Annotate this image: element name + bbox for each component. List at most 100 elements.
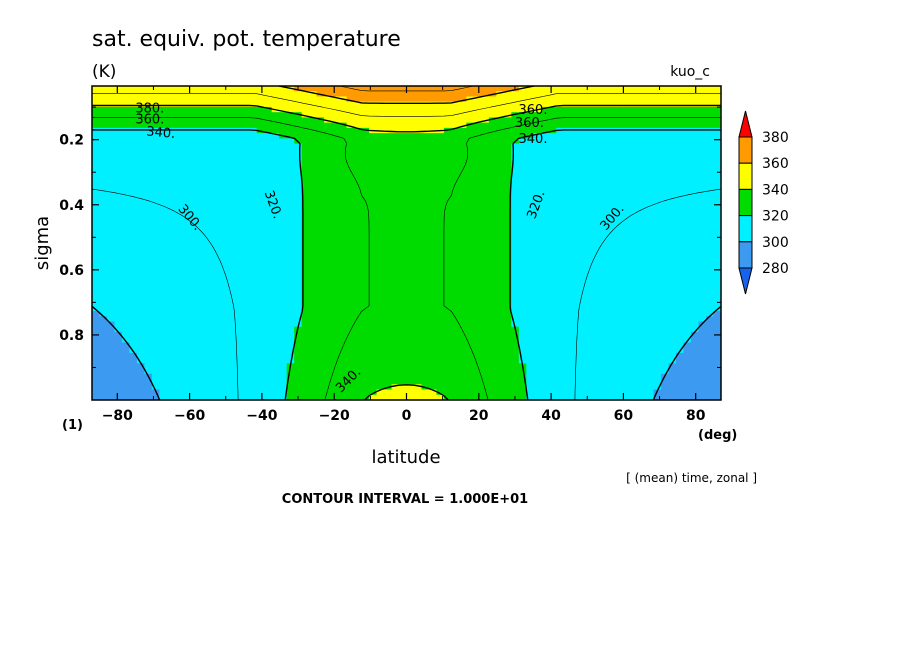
contour-fill-cell — [264, 143, 273, 150]
contour-fill-cell — [451, 101, 460, 108]
contour-fill-cell — [676, 148, 685, 155]
contour-fill-cell — [144, 394, 153, 400]
contour-fill-cell — [346, 243, 355, 249]
contour-fill-cell — [211, 232, 220, 239]
contour-fill-cell — [92, 159, 101, 166]
contour-fill-cell — [541, 211, 550, 218]
contour-fill-cell — [309, 211, 318, 218]
contour-fill-cell — [331, 394, 340, 400]
contour-fill-cell — [144, 311, 153, 317]
contour-fill-cell — [226, 300, 235, 307]
contour-fill-cell — [369, 174, 378, 181]
contour-fill-cell — [488, 326, 497, 333]
contour-fill-cell — [578, 321, 587, 328]
contour-fill-cell — [503, 96, 512, 103]
contour-fill-cell — [481, 337, 490, 344]
contour-fill-cell — [638, 352, 647, 359]
contour-fill-cell — [458, 300, 468, 307]
contour-fill-cell — [668, 295, 677, 302]
contour-fill-cell — [571, 258, 580, 265]
contour-fill-cell — [211, 96, 220, 103]
contour-fill-cell — [488, 379, 497, 385]
contour-fill-cell — [548, 279, 557, 286]
contour-fill-cell — [563, 342, 572, 349]
contour-fill-cell — [114, 248, 123, 255]
contour-fill-cell — [548, 263, 557, 270]
contour-fill-cell — [556, 169, 565, 176]
contour-fill-cell — [488, 331, 497, 338]
contour-fill-cell — [548, 216, 557, 223]
contour-fill-cell — [593, 216, 602, 223]
contour-fill-cell — [166, 384, 175, 391]
contour-fill-cell — [114, 164, 123, 171]
contour-fill-cell — [211, 379, 220, 385]
contour-fill-cell — [256, 331, 265, 338]
contour-fill-cell — [503, 394, 512, 400]
contour-fill-cell — [691, 316, 700, 323]
contour-fill-cell — [136, 394, 146, 400]
contour-fill-cell — [226, 253, 235, 260]
contour-fill-cell — [249, 337, 258, 344]
contour-fill-cell — [571, 106, 580, 113]
contour-fill-cell — [241, 216, 250, 223]
contour-fill-cell — [683, 316, 692, 323]
contour-fill-cell — [571, 227, 580, 234]
contour-fill-cell — [121, 216, 131, 223]
contour-fill-cell — [571, 101, 580, 108]
contour-fill-cell — [578, 180, 587, 187]
contour-fill-cell — [593, 195, 602, 202]
contour-fill-cell — [99, 138, 108, 145]
contour-fill-cell — [129, 352, 138, 359]
contour-fill-cell — [586, 269, 595, 275]
contour-fill-cell — [443, 101, 453, 108]
contour-fill-cell — [578, 295, 587, 302]
contour-fill-cell — [369, 169, 378, 176]
contour-fill-cell — [159, 169, 168, 176]
contour-fill-cell — [698, 300, 707, 307]
contour-fill-cell — [473, 368, 482, 375]
contour-fill-cell — [428, 222, 438, 228]
contour-fill-cell — [309, 169, 318, 176]
contour-fill-cell — [279, 91, 288, 98]
contour-fill-cell — [563, 258, 572, 265]
contour-fill-cell — [496, 284, 505, 291]
contour-fill-cell — [683, 216, 692, 223]
contour-fill-cell — [106, 389, 116, 396]
contour-fill-cell — [706, 248, 715, 255]
contour-fill-cell — [181, 117, 190, 124]
contour-fill-cell — [249, 342, 258, 349]
contour-fill-cell — [211, 337, 220, 344]
contour-fill-cell — [646, 138, 655, 145]
contour-fill-cell — [541, 337, 550, 344]
contour-fill-cell — [226, 127, 235, 134]
contour-fill-cell — [211, 201, 220, 207]
contour-fill-cell — [473, 347, 482, 354]
contour-fill-cell — [309, 263, 318, 270]
contour-fill-cell — [713, 106, 721, 113]
contour-fill-cell — [706, 243, 715, 249]
contour-fill-cell — [316, 164, 325, 171]
contour-fill-cell — [399, 248, 408, 255]
contour-fill-cell — [661, 237, 670, 244]
contour-fill-cell — [286, 337, 295, 344]
contour-fill-cell — [106, 305, 116, 312]
contour-fill-cell — [234, 274, 243, 281]
contour-fill-cell — [683, 311, 692, 317]
contour-fill-cell — [181, 185, 190, 192]
contour-fill-cell — [151, 164, 160, 171]
contour-fill-cell — [316, 169, 325, 176]
contour-fill-cell — [219, 101, 228, 108]
contour-fill-cell — [99, 363, 108, 370]
contour-fill-cell — [481, 248, 490, 255]
contour-fill-cell — [196, 284, 205, 291]
contour-fill-cell — [556, 206, 565, 213]
contour-fill-cell — [369, 101, 378, 108]
contour-fill-cell — [391, 279, 400, 286]
contour-fill-cell — [211, 148, 220, 155]
contour-fill-cell — [481, 211, 490, 218]
contour-fill-cell — [129, 379, 138, 385]
contour-fill-cell — [713, 112, 721, 118]
contour-fill-cell — [196, 384, 205, 391]
contour-fill-cell — [219, 300, 228, 307]
contour-fill-cell — [586, 358, 595, 364]
